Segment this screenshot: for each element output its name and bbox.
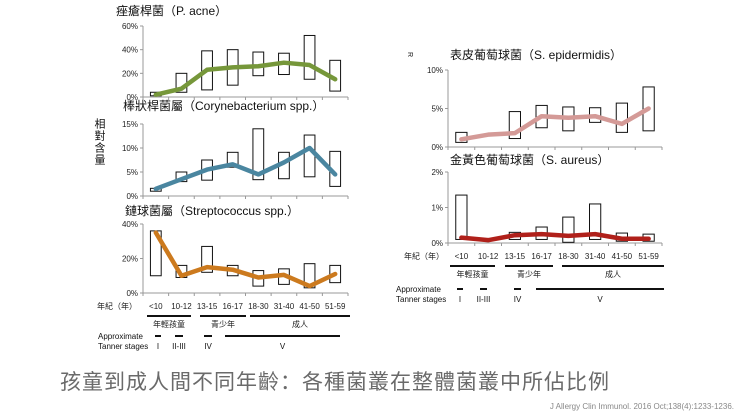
range-box [642,86,655,132]
y-tick-label: 0% [126,93,138,102]
x-tick-label: <10 [455,252,469,261]
tanner-stage-label: I [459,295,461,304]
range-box [252,128,265,181]
y-tick-label: 10% [122,144,138,153]
x-tick-label: 10-12 [478,252,499,261]
x-tick-label: 16-17 [531,252,552,261]
y-tick-label: 0% [431,239,443,248]
tanner-stage-label: II-III [172,342,186,351]
caption: 孩童到成人間不同年齡：各種菌叢在整體菌叢中所佔比例 [60,370,610,394]
series-line [153,60,338,97]
range-box [303,134,316,178]
tanner-stage-label: I [157,342,159,351]
series-line [153,230,338,289]
x-axis-title: 年紀（年） [404,251,444,261]
range-box [455,194,468,240]
y-tick-label: 60% [122,22,138,31]
x-tick-label: 18-30 [248,302,269,311]
y-tick-label: 0% [126,192,138,201]
x-tick-label: 16-17 [222,302,243,311]
tanner-label: Approximate [98,332,143,341]
tanner-label: Approximate [396,285,441,294]
range-box [615,102,628,133]
y-axis-label: 相對含量 [93,118,106,166]
series-line [153,145,338,192]
range-box [303,34,316,80]
age-group-label: 年輕孩童 [457,269,489,279]
chart-title: 表皮葡萄球菌（S. epidermidis） [450,48,622,62]
y-tick-label: 0% [126,289,138,298]
y-tick-label: 10% [427,66,443,75]
x-tick-label: 10-12 [171,302,192,311]
tanner-stage-label: II-III [477,295,491,304]
y-tick-label: 40% [122,220,138,229]
x-tick-label: 31-40 [274,302,295,311]
y-tick-label: 0% [431,143,443,152]
tanner-label: Tanner stages [98,342,148,351]
y-tick-label: 20% [122,69,138,78]
x-axis-title: 年紀（年） [97,301,137,311]
citation: J Allergy Clin Immunol. 2016 Oct;138(4):… [549,402,734,411]
x-tick-label: 41-50 [612,252,633,261]
range-box [201,245,213,273]
age-group-label: 年輕孩童 [153,319,185,329]
age-group-label: 青少年 [211,319,235,329]
chart-title: 金黃色葡萄球菌（S. aureus） [450,152,609,167]
tanner-stage-label: IV [204,342,212,351]
x-tick-label: 13-15 [505,252,526,261]
range-box [226,151,239,168]
series-line [459,106,651,142]
x-tick-label: 51-59 [325,302,346,311]
chart-title: 棒狀桿菌屬（Corynebacterium spp.） [123,98,324,113]
tanner-label: Tanner stages [396,295,446,304]
tanner-stage-label: IV [514,295,522,304]
y-tick-label: 5% [126,168,138,177]
age-group-label: 青少年 [517,269,541,279]
y-tick-label: 15% [122,120,138,129]
x-tick-label: 51-59 [638,252,659,261]
age-group-label: 成人 [605,269,621,279]
tanner-stage-label: V [597,295,603,304]
series-line [459,231,651,243]
chart-title: 痤瘡桿菌（P. acne） [116,3,227,18]
y-tick-label: 20% [122,255,138,264]
x-tick-label: 31-40 [585,252,606,261]
x-tick-label: 18-30 [558,252,579,261]
right-axis-label: R [406,52,413,57]
x-tick-label: 41-50 [299,302,320,311]
y-tick-label: 40% [122,46,138,55]
range-box [508,111,521,140]
age-group-label: 成人 [292,319,308,329]
range-box [589,203,602,240]
chart-title: 鏈球菌屬（Streptococcus spp.） [125,203,299,218]
y-tick-label: 2% [431,168,443,177]
x-tick-label: 13-15 [197,302,218,311]
y-tick-label: 5% [431,105,443,114]
y-tick-label: 1% [431,204,443,213]
x-tick-label: <10 [149,302,163,311]
range-box [329,264,342,284]
tanner-stage-label: V [280,342,286,351]
range-box [562,216,575,243]
